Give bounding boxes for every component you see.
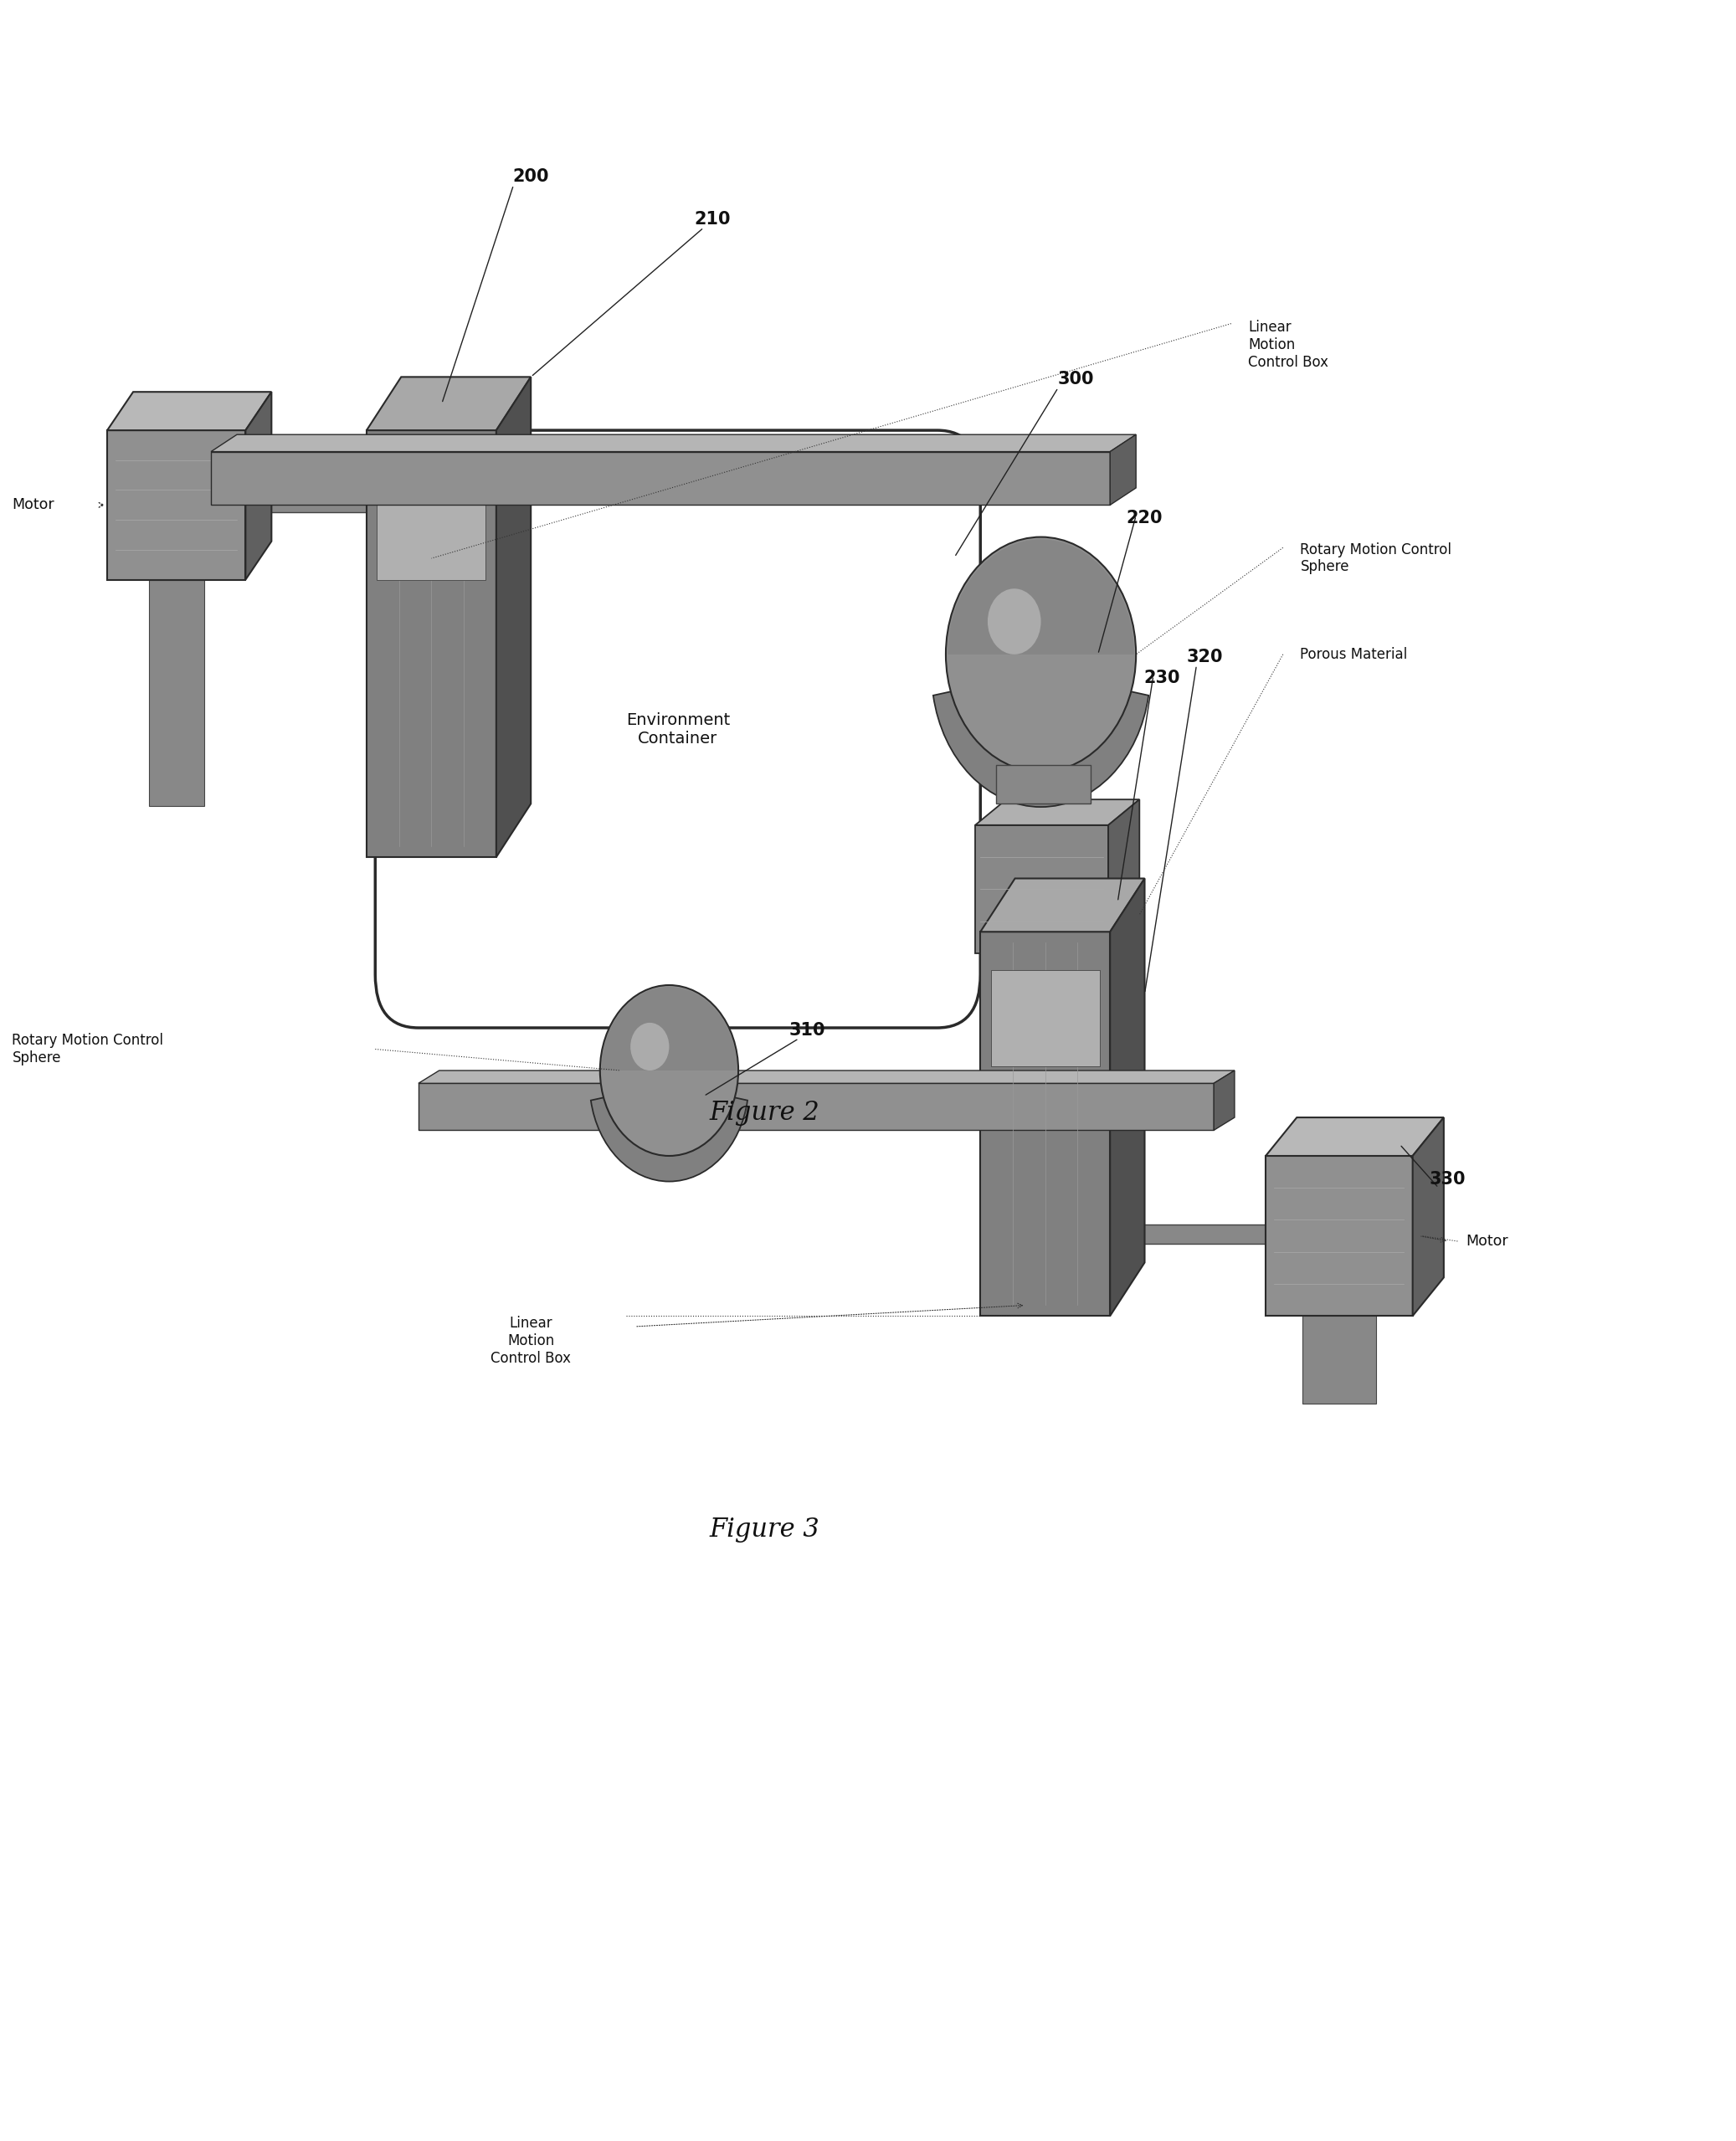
Polygon shape: [1021, 754, 1062, 764]
Text: Rotary Motion Control
Sphere: Rotary Motion Control Sphere: [12, 1032, 163, 1066]
Wedge shape: [934, 672, 1149, 807]
Polygon shape: [1109, 878, 1144, 1317]
Polygon shape: [1108, 799, 1139, 953]
Text: Environment
Container: Environment Container: [625, 713, 729, 747]
Polygon shape: [1266, 1156, 1413, 1317]
Text: 210: 210: [694, 210, 731, 227]
FancyBboxPatch shape: [375, 430, 981, 1028]
Polygon shape: [418, 1070, 1234, 1083]
Polygon shape: [245, 392, 271, 580]
Wedge shape: [590, 1083, 748, 1182]
Text: Motor: Motor: [1467, 1233, 1509, 1248]
Polygon shape: [981, 931, 1109, 1317]
Text: 200: 200: [512, 169, 549, 184]
Polygon shape: [976, 799, 1139, 824]
Circle shape: [988, 589, 1042, 655]
Polygon shape: [418, 1083, 1213, 1130]
Polygon shape: [366, 430, 496, 856]
Text: Linear
Motion
Control Box: Linear Motion Control Box: [1248, 319, 1328, 370]
Text: Figure 2: Figure 2: [708, 1100, 819, 1126]
Text: Rotary Motion Control
Sphere: Rotary Motion Control Sphere: [1300, 542, 1451, 574]
Polygon shape: [1109, 435, 1135, 505]
Polygon shape: [149, 580, 205, 805]
Text: Linear
Motion
Control Box: Linear Motion Control Box: [491, 1317, 571, 1366]
Polygon shape: [212, 435, 1135, 452]
Wedge shape: [601, 987, 738, 1070]
Text: Porous Material: Porous Material: [1300, 647, 1408, 662]
Text: Motor: Motor: [12, 497, 54, 512]
Polygon shape: [1109, 1225, 1266, 1244]
Text: Figure 3: Figure 3: [708, 1516, 819, 1542]
Text: 320: 320: [1187, 649, 1224, 666]
Polygon shape: [108, 430, 245, 580]
Polygon shape: [108, 392, 271, 430]
Circle shape: [630, 1023, 668, 1070]
Text: 310: 310: [790, 1021, 826, 1038]
Polygon shape: [212, 452, 1109, 505]
Polygon shape: [366, 377, 531, 430]
Polygon shape: [976, 824, 1108, 953]
Polygon shape: [991, 970, 1099, 1066]
Polygon shape: [1302, 1317, 1377, 1404]
Text: 220: 220: [1127, 510, 1163, 527]
Wedge shape: [948, 540, 1134, 655]
Polygon shape: [981, 878, 1144, 931]
Polygon shape: [1266, 1118, 1444, 1156]
Circle shape: [946, 537, 1135, 771]
Polygon shape: [496, 377, 531, 856]
Polygon shape: [1413, 1118, 1444, 1317]
Polygon shape: [1213, 1070, 1234, 1130]
Text: 300: 300: [1057, 370, 1094, 388]
Text: 230: 230: [1144, 670, 1180, 687]
Polygon shape: [377, 473, 486, 580]
Polygon shape: [996, 764, 1090, 803]
Circle shape: [601, 985, 738, 1156]
Text: 330: 330: [1429, 1171, 1465, 1188]
Polygon shape: [245, 495, 366, 512]
